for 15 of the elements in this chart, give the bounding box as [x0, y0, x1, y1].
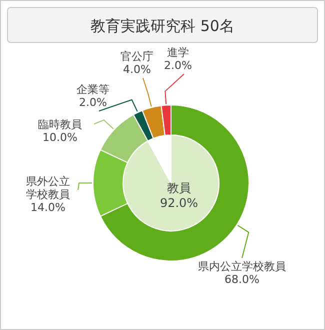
slice-label: 県内公立学校教員	[198, 260, 286, 273]
data-label: 4.0%	[123, 63, 151, 76]
slice-label: 官公庁	[120, 50, 154, 63]
data-label: 68.0%	[224, 273, 260, 286]
chart-title: 教育実践研究科 50名	[90, 17, 234, 35]
data-label: 14.0%	[30, 201, 66, 214]
slice-label: 教員	[167, 181, 191, 195]
data-label: 92.0%	[160, 196, 198, 210]
slice-label: 県外公立学校教員	[26, 175, 70, 201]
slice-label: 臨時教員	[38, 118, 82, 131]
slice-label: 企業等	[76, 83, 110, 96]
slice-label: 進学	[167, 46, 189, 59]
data-label: 2.0%	[79, 96, 107, 109]
data-label: 10.0%	[42, 131, 78, 144]
data-label: 2.0%	[164, 59, 192, 72]
